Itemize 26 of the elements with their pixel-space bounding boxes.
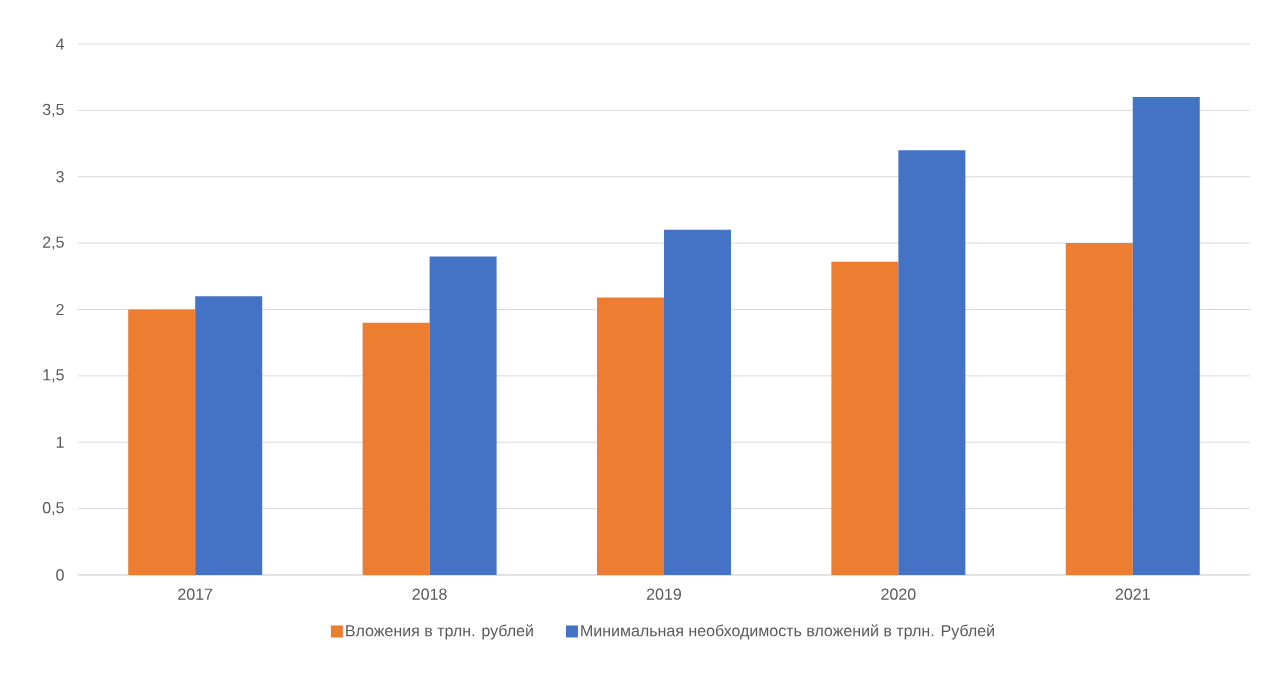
bar xyxy=(362,322,430,575)
y-tick-label: 4 xyxy=(55,38,64,50)
bar xyxy=(898,150,966,575)
bar xyxy=(1132,97,1200,575)
bar xyxy=(429,256,497,575)
y-tick-label: 1,5 xyxy=(43,369,64,383)
bar xyxy=(1065,243,1133,575)
legend-label: Вложения в трлн. рублей xyxy=(346,624,533,640)
x-tick-label: 2021 xyxy=(1115,588,1150,600)
y-tick-label: 0 xyxy=(56,569,64,581)
y-tick-label: 2 xyxy=(56,303,64,316)
bar xyxy=(596,297,664,575)
x-tick-label: 2020 xyxy=(881,588,916,600)
bar xyxy=(663,229,731,575)
bar xyxy=(128,309,196,575)
x-tick-label: 2019 xyxy=(646,588,682,600)
legend-label: Минимальная необходимость вложений в трлн. Рублей xyxy=(581,624,994,640)
y-tick-label: 1 xyxy=(56,436,64,448)
y-tick-label: 3,5 xyxy=(42,103,64,117)
bar xyxy=(831,261,899,575)
y-tick-label: 0,5 xyxy=(42,502,64,516)
x-tick-label: 2018 xyxy=(412,588,447,600)
x-tick-label: 2017 xyxy=(178,588,213,600)
bar xyxy=(195,296,263,575)
y-tick-label: 3 xyxy=(56,171,64,183)
y-tick-label: 2,5 xyxy=(43,236,64,250)
